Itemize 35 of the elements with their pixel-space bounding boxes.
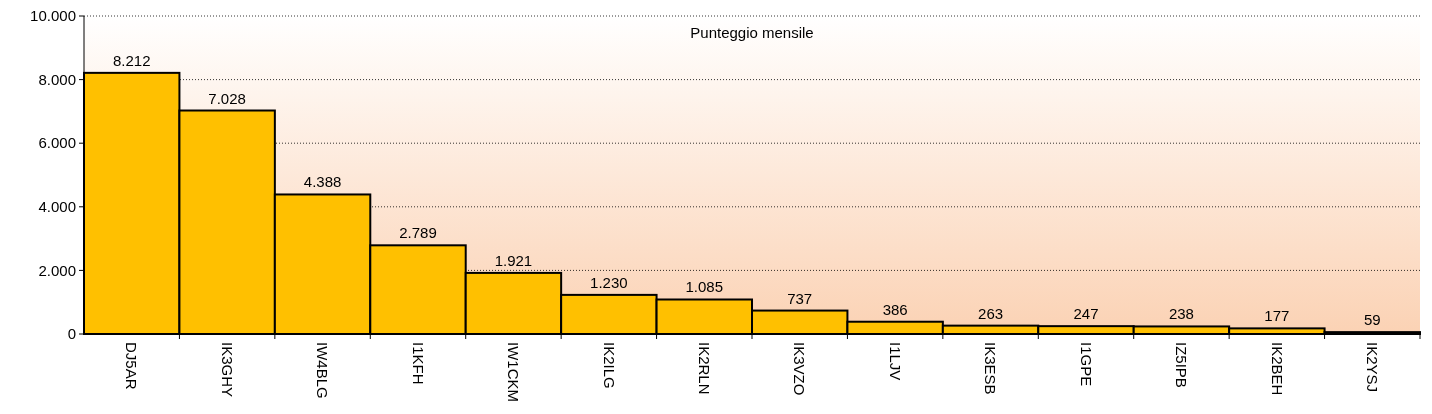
- text: Punteggio mensile: [690, 24, 814, 41]
- data-label: 1.085: [685, 278, 724, 296]
- data-label: 177: [1264, 307, 1290, 325]
- y-tick-label: 2.000: [38, 261, 76, 279]
- data-label: 4.388: [303, 173, 342, 191]
- data-label: 737: [787, 289, 813, 307]
- y-tick-label: 6.000: [38, 134, 76, 152]
- data-label: 59: [1363, 311, 1381, 329]
- x-tick-label: I1KFH: [409, 342, 427, 385]
- x-tick-label: IK3VZO: [791, 342, 809, 396]
- x-tick-label: IK2YSJ: [1364, 342, 1382, 393]
- x-tick-label: IK3ESB: [982, 342, 1000, 395]
- x-tick-label: IK2RLN: [696, 342, 714, 395]
- data-label: 2.789: [399, 224, 437, 242]
- data-label: 247: [1073, 305, 1099, 323]
- data-label: 8.212: [112, 51, 151, 69]
- data-label: 263: [978, 304, 1004, 322]
- x-tick-label: DJ5AR: [123, 342, 141, 390]
- data-label: 238: [1168, 305, 1194, 323]
- x-tick-label: IK2ILG: [600, 342, 618, 389]
- x-tick-label: I1LJV: [886, 342, 904, 381]
- y-tick-label: 0: [67, 325, 76, 343]
- y-tick-label: 4.000: [38, 198, 76, 216]
- y-tick-label: 8.000: [38, 70, 76, 88]
- x-tick-label: IW4BLG: [314, 342, 332, 399]
- x-tick-label: IW1CKM: [505, 342, 523, 402]
- x-tick-label: IK3GHY: [218, 342, 236, 398]
- data-label: 386: [882, 300, 908, 318]
- data-label: 1.921: [494, 251, 533, 269]
- x-tick-label: I1GPE: [1077, 342, 1095, 387]
- y-tick-label: 10.000: [30, 7, 76, 25]
- x-tick-label: IK2BEH: [1268, 342, 1286, 396]
- data-label: 7.028: [208, 89, 246, 107]
- data-label: 1.230: [590, 273, 628, 291]
- x-tick-label: IZ5IPB: [1173, 342, 1191, 388]
